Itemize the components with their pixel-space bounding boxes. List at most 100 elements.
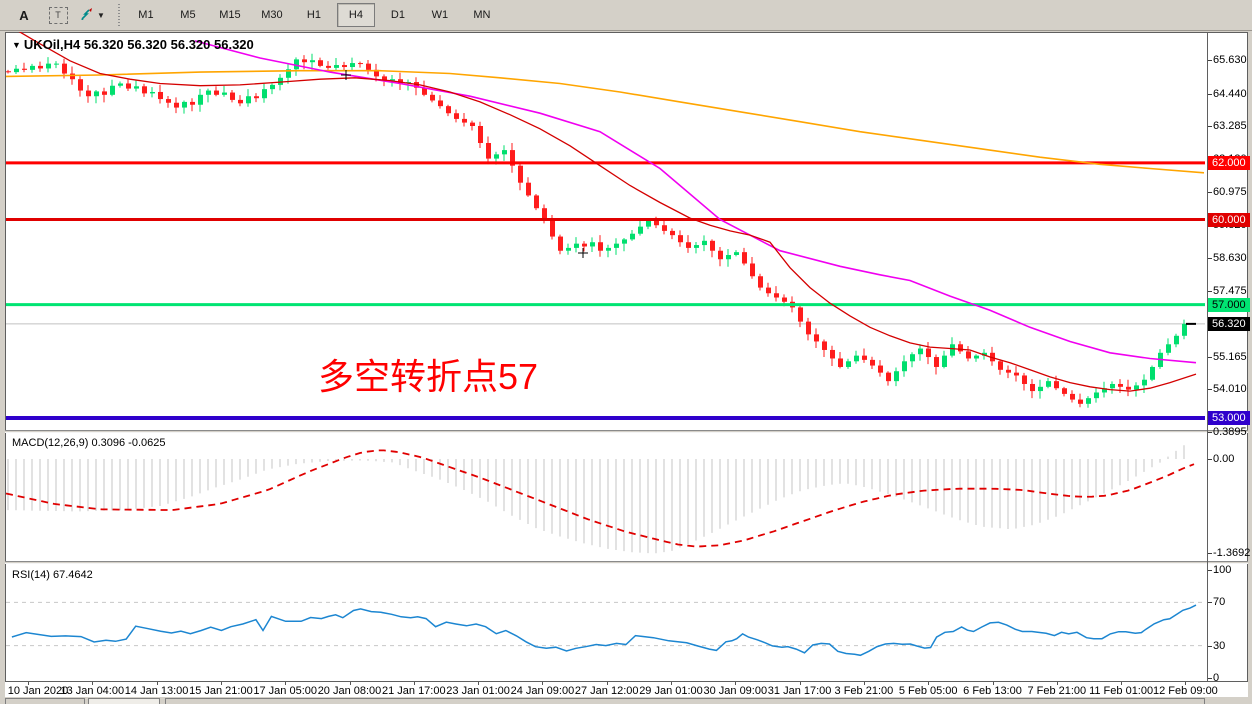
chart-title-text: UKOil,H4 56.320 56.320 56.320 56.320 — [23, 37, 254, 52]
timeframe-button-m5[interactable]: M5 — [180, 9, 196, 21]
chart-tab-stub[interactable] — [88, 698, 160, 704]
timeframe-button-h1[interactable]: H1 — [306, 9, 321, 21]
crosshair-mark — [578, 248, 588, 258]
axis-tick — [1207, 570, 1212, 571]
axis-tick — [1207, 59, 1212, 61]
macd-tick-label: 0.00 — [1213, 453, 1235, 465]
cursor-tool-button[interactable]: A — [19, 7, 29, 23]
macd-label: MACD(12,26,9) 0.3096 -0.0625 — [12, 437, 166, 449]
price-badge-53.000: 53.000 — [1208, 411, 1250, 425]
time-axis-label: 10 Jan 2020 — [7, 685, 69, 697]
timeframe-button-m1[interactable]: M1 — [138, 9, 154, 21]
panel-splitter-2[interactable] — [5, 561, 1248, 564]
price-tick-label: 63.285 — [1213, 120, 1247, 133]
time-axis-label: 15 Jan 21:00 — [189, 685, 253, 697]
axis-tick — [1207, 126, 1212, 128]
time-axis-label: 24 Jan 09:00 — [510, 685, 575, 697]
macd-tick-label: -1.3692 — [1213, 547, 1251, 560]
time-tick — [992, 682, 994, 685]
main-chart-canvas[interactable] — [5, 32, 1207, 430]
timeframe-button-m15[interactable]: M15 — [219, 9, 241, 21]
axis-tick — [1207, 191, 1212, 193]
axis-tick — [1207, 432, 1212, 434]
timeframe-group: M1 M5 M15 M30 H1 H4 D1 W1 MN — [125, 3, 503, 27]
time-axis-label: 23 Jan 01:00 — [446, 685, 510, 697]
axis-tick — [1207, 645, 1212, 647]
axis-tick — [1207, 459, 1212, 460]
chevron-down-icon: ▼ — [97, 10, 105, 20]
time-axis-label: 31 Jan 17:00 — [767, 685, 832, 697]
price-tick-label: 54.010 — [1213, 383, 1247, 396]
axis-tick — [1207, 602, 1212, 604]
time-axis-label: 11 Feb 01:00 — [1089, 685, 1154, 697]
price-tick-label: 58.630 — [1213, 252, 1247, 265]
chart-tab-stub[interactable] — [5, 698, 85, 704]
time-tick — [413, 682, 415, 685]
axis-tick — [1207, 678, 1212, 679]
time-tick — [1185, 682, 1187, 685]
text-tool-icon: T — [48, 6, 68, 24]
time-axis-label: 7 Feb 21:00 — [1027, 685, 1087, 697]
chart-window — [5, 32, 1248, 697]
time-tick — [285, 682, 287, 685]
panel-splitter[interactable] — [5, 430, 1248, 433]
time-axis-label: 12 Feb 09:00 — [1152, 685, 1218, 697]
time-axis-label: 5 Feb 05:00 — [898, 685, 958, 697]
text-tool-button[interactable]: T — [42, 4, 74, 26]
time-tick — [735, 682, 737, 685]
rsi-indicator-canvas[interactable] — [5, 565, 1207, 681]
axis-tick — [1207, 356, 1212, 358]
chart-tab-stub[interactable] — [165, 698, 1205, 704]
time-tick — [1056, 682, 1058, 685]
time-tick — [928, 682, 930, 685]
price-tick-label: 55.165 — [1213, 350, 1247, 363]
price-badge-60.000: 60.000 — [1208, 212, 1250, 227]
candlestick-series — [6, 53, 1187, 408]
time-tick — [606, 682, 608, 685]
toolbar-drag-handle[interactable] — [117, 4, 120, 26]
rsi-tick-label: 30 — [1213, 639, 1226, 652]
chart-dropdown-icon[interactable]: ▼ — [12, 40, 21, 50]
price-badge-57.000: 57.000 — [1208, 297, 1250, 312]
price-badge-62.000: 62.000 — [1208, 155, 1250, 170]
time-tick — [220, 682, 222, 685]
axis-border-line — [1207, 32, 1208, 697]
axis-tick — [1207, 291, 1212, 293]
chart-annotation-text[interactable]: 多空转折点57 — [318, 356, 539, 397]
time-axis: 10 Jan 2020 13 Jan 04:00 14 Jan 13:00 15 Ja… — [5, 681, 1248, 697]
timeframe-button-h4[interactable]: H4 — [336, 3, 375, 27]
time-tick — [92, 682, 94, 685]
axis-tick — [1207, 553, 1212, 555]
time-tick — [478, 682, 480, 685]
time-tick — [349, 682, 351, 685]
time-axis-label: 3 Feb 21:00 — [834, 685, 894, 697]
rsi-label: RSI(14) 67.4642 — [12, 569, 93, 581]
time-tick — [799, 682, 801, 685]
rsi-tick-label: 0 — [1213, 672, 1220, 684]
timeframe-button-mn[interactable]: MN — [473, 9, 491, 21]
ma-slow-orange — [5, 69, 1205, 174]
rsi-tick-label: 100 — [1213, 564, 1232, 576]
axis-tick — [1207, 93, 1212, 95]
time-tick — [671, 682, 672, 685]
price-tick-label: 60.975 — [1213, 185, 1247, 198]
ma-mid-magenta — [194, 40, 1197, 364]
time-tick — [863, 682, 865, 685]
timeframe-button-w1[interactable]: W1 — [431, 9, 449, 21]
axis-tick — [1207, 389, 1212, 391]
timeframe-button-d1[interactable]: D1 — [390, 9, 405, 21]
macd-indicator-canvas[interactable] — [5, 433, 1207, 561]
time-tick — [28, 682, 29, 685]
macd-histogram — [7, 445, 1185, 554]
macd-signal-line — [5, 449, 1195, 548]
rsi-line — [11, 604, 1197, 657]
rsi-tick-label: 70 — [1213, 596, 1226, 609]
pointer-mode-dropdown[interactable]: ▼ — [76, 4, 109, 26]
time-axis-label: 17 Jan 05:00 — [253, 685, 317, 697]
pointer-arrows-icon — [80, 7, 95, 24]
price-tick-label: 57.475 — [1213, 285, 1247, 298]
macd-tick-label: 0.3895 — [1213, 426, 1247, 439]
time-axis-label: 20 Jan 08:00 — [317, 685, 382, 697]
timeframe-button-m30[interactable]: M30 — [261, 9, 283, 21]
time-axis-label: 14 Jan 13:00 — [124, 685, 189, 697]
